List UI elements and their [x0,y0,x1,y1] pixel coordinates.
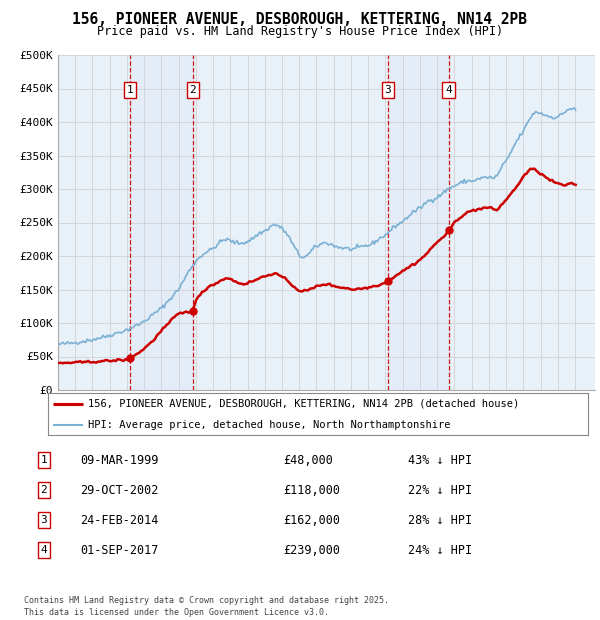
Text: 3: 3 [385,85,391,95]
Text: HPI: Average price, detached house, North Northamptonshire: HPI: Average price, detached house, Nort… [89,420,451,430]
Text: £239,000: £239,000 [283,544,340,557]
Text: 156, PIONEER AVENUE, DESBOROUGH, KETTERING, NN14 2PB (detached house): 156, PIONEER AVENUE, DESBOROUGH, KETTERI… [89,399,520,409]
Text: £162,000: £162,000 [283,513,340,526]
Text: This data is licensed under the Open Government Licence v3.0.: This data is licensed under the Open Gov… [24,608,329,617]
Text: 2: 2 [40,485,47,495]
Text: 22% ↓ HPI: 22% ↓ HPI [407,484,472,497]
Text: 4: 4 [445,85,452,95]
Text: 156, PIONEER AVENUE, DESBOROUGH, KETTERING, NN14 2PB: 156, PIONEER AVENUE, DESBOROUGH, KETTERI… [73,12,527,27]
Text: Price paid vs. HM Land Registry's House Price Index (HPI): Price paid vs. HM Land Registry's House … [97,25,503,38]
Text: 29-OCT-2002: 29-OCT-2002 [80,484,159,497]
Text: 28% ↓ HPI: 28% ↓ HPI [407,513,472,526]
Text: 24-FEB-2014: 24-FEB-2014 [80,513,159,526]
Text: 43% ↓ HPI: 43% ↓ HPI [407,453,472,466]
Text: Contains HM Land Registry data © Crown copyright and database right 2025.: Contains HM Land Registry data © Crown c… [24,596,389,606]
Text: 01-SEP-2017: 01-SEP-2017 [80,544,159,557]
Text: 09-MAR-1999: 09-MAR-1999 [80,453,159,466]
Text: 1: 1 [127,85,133,95]
Text: 24% ↓ HPI: 24% ↓ HPI [407,544,472,557]
Bar [130,55,193,390]
Text: £118,000: £118,000 [283,484,340,497]
Text: 3: 3 [40,515,47,525]
Text: 1: 1 [40,455,47,465]
Text: 2: 2 [190,85,196,95]
Text: 4: 4 [40,545,47,555]
Text: £48,000: £48,000 [283,453,334,466]
Bar [388,55,449,390]
